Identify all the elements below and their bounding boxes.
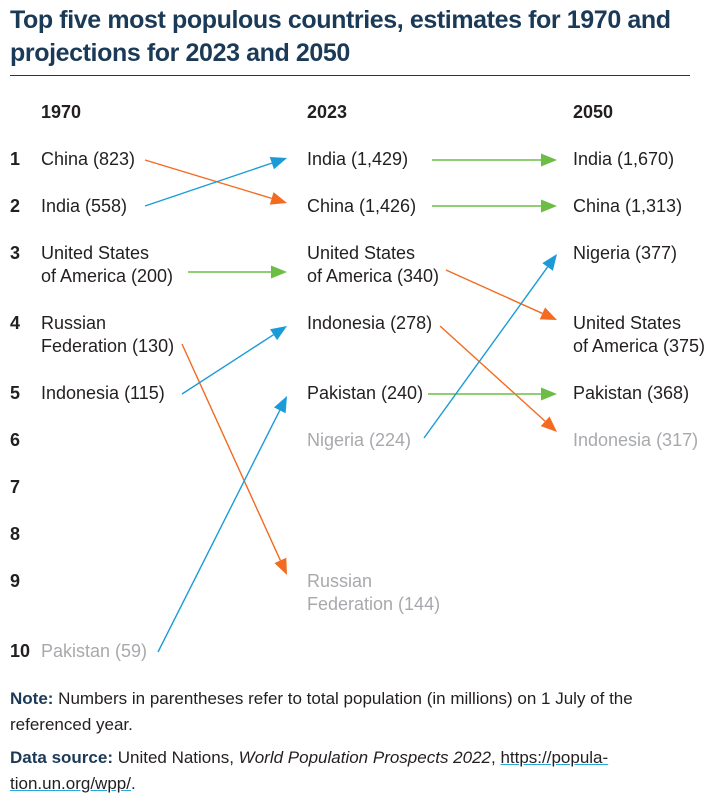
source-separator: ,: [490, 748, 501, 767]
label-2050-pakistan: Pakistan (368): [573, 383, 690, 403]
arrow-head: [270, 326, 287, 341]
arrow-line: [144, 162, 273, 207]
source-text: United Nations,: [112, 748, 239, 767]
arrow-head: [540, 416, 557, 432]
column-header-2023: 2023: [307, 102, 348, 122]
rank-number: 8: [10, 524, 21, 544]
label-2050-india: India (1,670): [573, 149, 675, 169]
arrow-united-states-of-america-1970-2023: [188, 265, 287, 279]
rank-number: 6: [10, 430, 21, 450]
arrow-head: [273, 396, 287, 414]
column-header-1970: 1970: [41, 102, 82, 122]
rank-number: 7: [10, 477, 21, 497]
rank-number: 5: [10, 383, 21, 403]
arrow-line: [144, 159, 272, 200]
label-1970-china: China (823): [41, 149, 136, 169]
label-2023-china: China (1,426): [307, 196, 417, 216]
label-1970-india: India (558): [41, 196, 128, 216]
arrow-head: [539, 307, 557, 320]
rank-number: 4: [10, 313, 21, 333]
label-1970-pakistan: Pakistan (59): [41, 641, 148, 661]
source-end: .: [130, 774, 136, 793]
rank-number: 10: [10, 641, 31, 661]
arrow-head: [541, 387, 557, 401]
rank-number: 1: [10, 149, 21, 169]
column-header-2050: 2050: [573, 102, 614, 122]
label-2023-usa: United States of America (340): [307, 243, 440, 286]
arrow-pakistan-1970-2023: [157, 396, 287, 653]
label-2050-china: China (1,313): [573, 196, 683, 216]
arrow-head: [271, 265, 287, 279]
label-2050-nigeria: Nigeria (377): [573, 243, 678, 263]
arrow-head: [269, 192, 287, 205]
data-source: Data source: United Nations, World Popul…: [10, 745, 700, 797]
label-2023-india: India (1,429): [307, 149, 409, 169]
source-publication: World Population Prospects 2022: [238, 748, 491, 767]
source-link[interactable]: https://popula-tion.un.org/wpp/: [10, 748, 609, 793]
label-2023-russia: Russian Federation (144): [307, 571, 441, 614]
arrow-head: [269, 156, 287, 170]
label-1970-russia: Russian Federation (130): [41, 313, 175, 356]
arrow-line: [439, 325, 546, 422]
arrow-united-states-of-america-2023-2050: [445, 269, 557, 320]
label-2023-pakistan: Pakistan (240): [307, 383, 424, 403]
label-1970-usa: United States of America (200): [41, 243, 174, 286]
arrow-line: [157, 409, 281, 653]
label-2050-indonesia: Indonesia (317): [573, 430, 699, 450]
chart-title: Top five most populous countries, estima…: [10, 6, 671, 67]
title-divider: [10, 75, 690, 76]
arrow-pakistan-2023-2050: [428, 387, 557, 401]
arrow-line: [181, 334, 274, 395]
arrow-head: [541, 153, 557, 167]
arrow-indonesia-1970-2023: [181, 326, 287, 395]
note-label: Note:: [10, 689, 54, 708]
note: Note: Numbers in parentheses refer to to…: [10, 686, 700, 738]
arrow-india-2023-2050: [432, 153, 557, 167]
arrow-head: [274, 557, 287, 575]
arrow-line: [445, 269, 543, 315]
rank-number: 3: [10, 243, 21, 263]
arrow-india-1970-2023: [144, 156, 287, 207]
label-1970-indonesia: Indonesia (115): [41, 383, 165, 403]
source-label: Data source:: [10, 748, 113, 767]
arrow-line: [423, 266, 549, 439]
rank-number: 2: [10, 196, 21, 216]
arrow-china-2023-2050: [432, 199, 557, 213]
label-2023-indonesia: Indonesia (278): [307, 313, 433, 333]
label-2023-nigeria: Nigeria (224): [307, 430, 412, 450]
arrow-nigeria-2023-2050: [423, 254, 557, 439]
arrow-head: [542, 254, 557, 271]
arrow-china-1970-2023: [144, 159, 287, 205]
arrow-head: [541, 199, 557, 213]
note-text: Numbers in parentheses refer to total po…: [10, 689, 633, 734]
arrow-indonesia-2023-2050: [439, 325, 557, 432]
arrow-russian-federation-1970-2023: [181, 343, 287, 575]
rank-number: 9: [10, 571, 21, 591]
label-2050-usa: United States of America (375): [573, 313, 706, 356]
arrow-line: [181, 343, 282, 561]
